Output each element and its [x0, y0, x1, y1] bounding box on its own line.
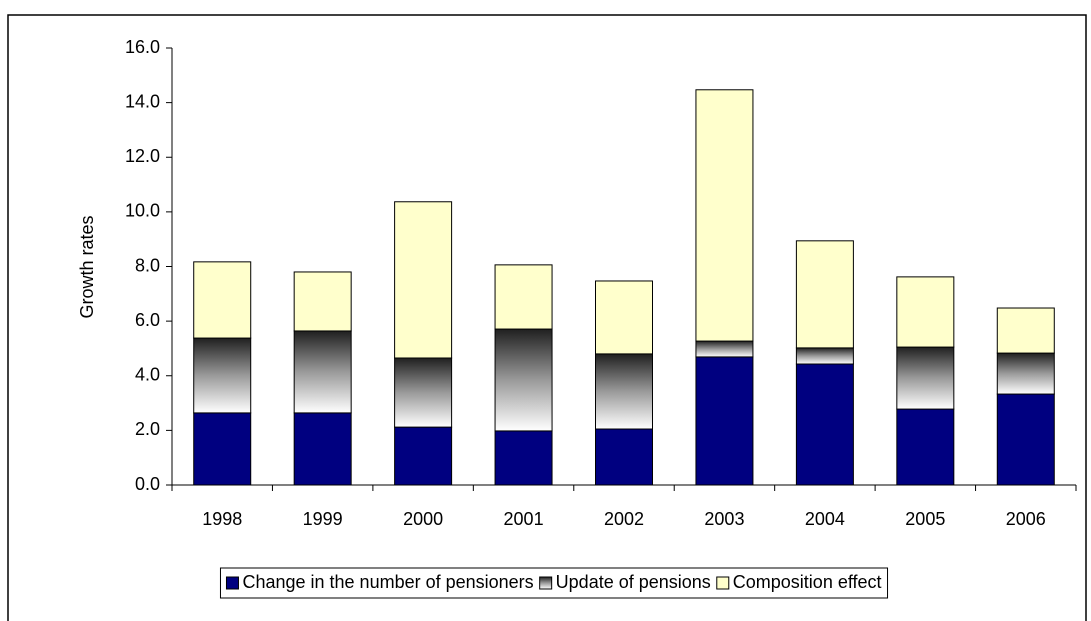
legend-swatch [539, 576, 553, 590]
bar-segment [595, 428, 653, 486]
bar-segment [293, 412, 352, 486]
x-tick-label: 2004 [805, 509, 845, 529]
bar-segment [394, 426, 453, 486]
y-tick-label: 0.0 [135, 474, 160, 494]
bar-segment [193, 412, 252, 486]
bar-segment [795, 363, 854, 486]
bar-segment [996, 393, 1055, 486]
bar-segment [595, 353, 653, 430]
x-tick-label: 2005 [905, 509, 945, 529]
y-tick-label: 2.0 [135, 419, 160, 439]
bar-segment [394, 201, 453, 359]
bar-segment [795, 240, 854, 349]
bar-segment [996, 307, 1055, 354]
bar-segment [193, 261, 252, 339]
y-tick-label: 4.0 [135, 365, 160, 385]
bar-segment [494, 328, 553, 432]
bar-segment [896, 276, 955, 348]
bar-segment [996, 352, 1055, 395]
bar-segment [695, 340, 754, 358]
bar-segment [795, 347, 854, 365]
bar-segment [695, 356, 754, 486]
x-tick-label: 2000 [403, 509, 443, 529]
y-tick-label: 16.0 [125, 37, 160, 57]
bar-segment [193, 337, 252, 414]
y-tick-label: 14.0 [125, 91, 160, 111]
bar-segment [293, 330, 352, 414]
bar-segment [896, 408, 955, 486]
y-tick-label: 10.0 [125, 201, 160, 221]
bar-segment [896, 346, 955, 410]
x-tick-label: 2006 [1006, 509, 1046, 529]
bar-segment [595, 280, 653, 355]
x-tick-label: 2002 [604, 509, 644, 529]
legend-label: Composition effect [733, 572, 882, 592]
legend-label: Update of pensions [556, 572, 711, 592]
x-tick-label: 1998 [202, 509, 242, 529]
x-tick-label: 1999 [303, 509, 343, 529]
y-tick-label: 12.0 [125, 146, 160, 166]
legend-swatch [225, 576, 239, 590]
bar-segment [494, 430, 553, 486]
bar-segment [394, 357, 453, 428]
y-tick-label: 6.0 [135, 310, 160, 330]
bar-segment [695, 89, 754, 342]
y-axis-title: Growth rates [77, 215, 97, 318]
legend [219, 567, 889, 599]
bar-segment [494, 264, 553, 330]
legend-label: Change in the number of pensioners [242, 572, 533, 592]
x-tick-label: 2003 [704, 509, 744, 529]
x-tick-label: 2001 [504, 509, 544, 529]
bar-segment [293, 271, 352, 332]
legend-swatch [716, 576, 730, 590]
y-tick-label: 8.0 [135, 255, 160, 275]
